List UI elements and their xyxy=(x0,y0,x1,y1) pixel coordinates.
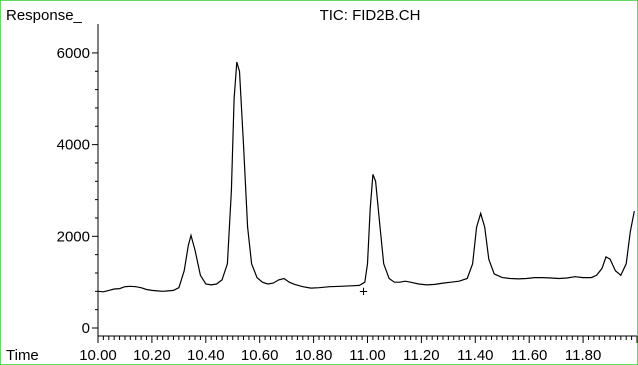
x-tick-label: 10.20 xyxy=(133,347,171,364)
peak-marker: + xyxy=(359,283,368,300)
y-axis-label: Response_ xyxy=(6,7,83,24)
x-tick-label: 10.80 xyxy=(295,347,333,364)
y-tick-label: 6000 xyxy=(57,45,90,62)
x-axis-ticks: 10.00 10.20 10.40 10.60 10.80 11.00 11.20 11.40… xyxy=(79,336,638,364)
chart-title: TIC: FID2B.CH xyxy=(320,7,421,24)
x-tick-label: 10.60 xyxy=(241,347,279,364)
x-tick-label: 11.20 xyxy=(403,347,439,364)
series-line-tic xyxy=(97,61,635,293)
x-axis-label: Time xyxy=(6,347,39,364)
y-tick-label: 0 xyxy=(82,320,90,337)
x-tick-label: 11.60 xyxy=(511,347,547,364)
x-tick-label: 10.00 xyxy=(79,347,117,364)
x-tick-label: 11.40 xyxy=(457,347,493,364)
y-tick-label: 4000 xyxy=(57,137,90,154)
y-axis-ticks: 0 2000 4000 6000 xyxy=(57,45,98,337)
x-tick-label: 11.00 xyxy=(349,347,385,364)
x-tick-label: 11.80 xyxy=(565,347,601,364)
x-tick-label: 10.40 xyxy=(187,347,225,364)
y-tick-label: 2000 xyxy=(57,228,90,245)
